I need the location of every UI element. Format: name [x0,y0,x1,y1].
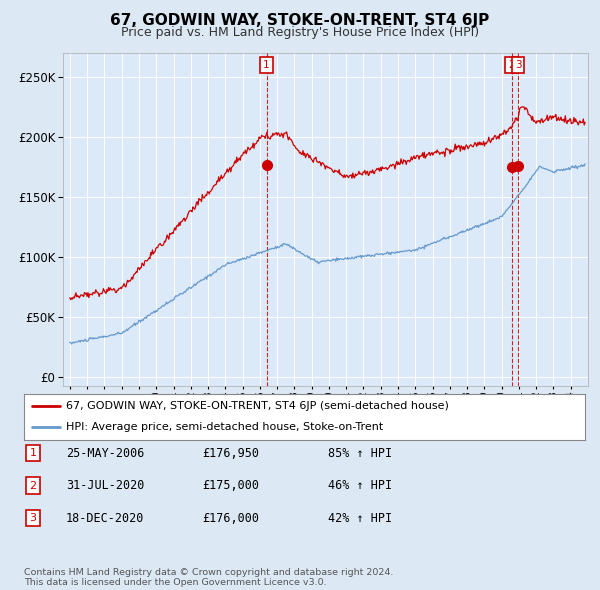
Text: 1: 1 [29,448,37,458]
Text: 42% ↑ HPI: 42% ↑ HPI [328,512,392,525]
Text: 46% ↑ HPI: 46% ↑ HPI [328,479,392,492]
Text: HPI: Average price, semi-detached house, Stoke-on-Trent: HPI: Average price, semi-detached house,… [66,422,383,432]
Text: 67, GODWIN WAY, STOKE-ON-TRENT, ST4 6JP: 67, GODWIN WAY, STOKE-ON-TRENT, ST4 6JP [110,13,490,28]
Text: 85% ↑ HPI: 85% ↑ HPI [328,447,392,460]
Text: £176,000: £176,000 [203,512,260,525]
Text: Contains HM Land Registry data © Crown copyright and database right 2024.
This d: Contains HM Land Registry data © Crown c… [24,568,394,587]
Text: 25-MAY-2006: 25-MAY-2006 [66,447,144,460]
Text: £176,950: £176,950 [203,447,260,460]
Text: 2: 2 [508,60,515,70]
Text: 67, GODWIN WAY, STOKE-ON-TRENT, ST4 6JP (semi-detached house): 67, GODWIN WAY, STOKE-ON-TRENT, ST4 6JP … [66,401,449,411]
Text: £175,000: £175,000 [203,479,260,492]
Text: 18-DEC-2020: 18-DEC-2020 [66,512,144,525]
Text: Price paid vs. HM Land Registry's House Price Index (HPI): Price paid vs. HM Land Registry's House … [121,26,479,39]
Text: 31-JUL-2020: 31-JUL-2020 [66,479,144,492]
Text: 3: 3 [515,60,521,70]
Text: 1: 1 [263,60,270,70]
Text: 3: 3 [29,513,37,523]
Text: 2: 2 [29,481,37,490]
